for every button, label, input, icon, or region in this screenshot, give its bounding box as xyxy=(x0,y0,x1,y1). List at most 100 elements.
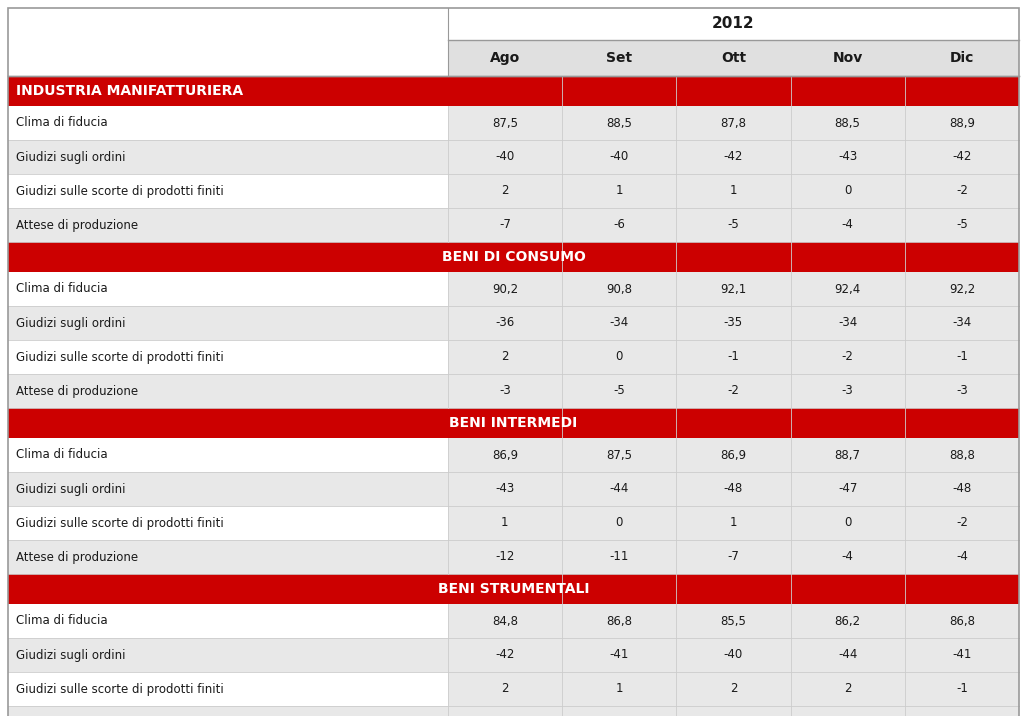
Bar xyxy=(8,506,448,540)
Text: 86,8: 86,8 xyxy=(949,614,975,627)
Text: -4: -4 xyxy=(956,551,967,563)
Bar xyxy=(448,672,1019,706)
Text: 2: 2 xyxy=(844,682,851,695)
Text: Clima di fiducia: Clima di fiducia xyxy=(16,448,108,462)
Bar xyxy=(448,340,1019,374)
Bar xyxy=(8,40,1019,76)
Text: -2: -2 xyxy=(727,384,739,397)
Text: 92,4: 92,4 xyxy=(835,283,861,296)
Text: -5: -5 xyxy=(956,218,967,231)
Text: -41: -41 xyxy=(952,649,972,662)
Text: Giudizi sugli ordini: Giudizi sugli ordini xyxy=(16,483,125,495)
Text: 88,7: 88,7 xyxy=(835,448,861,462)
Text: -2: -2 xyxy=(842,351,853,364)
Bar xyxy=(448,604,1019,638)
Text: 92,2: 92,2 xyxy=(949,283,975,296)
Text: Clima di fiducia: Clima di fiducia xyxy=(16,117,108,130)
Text: -11: -11 xyxy=(609,551,629,563)
Bar xyxy=(8,306,448,340)
Text: -47: -47 xyxy=(838,483,858,495)
Text: -43: -43 xyxy=(495,483,515,495)
Text: 1: 1 xyxy=(729,516,737,530)
Text: Dic: Dic xyxy=(950,51,974,65)
Bar xyxy=(8,76,1019,106)
Text: Clima di fiducia: Clima di fiducia xyxy=(16,614,108,627)
Bar xyxy=(791,40,905,76)
Text: 86,9: 86,9 xyxy=(720,448,747,462)
Text: -34: -34 xyxy=(952,316,972,329)
Text: -5: -5 xyxy=(613,384,625,397)
Text: -42: -42 xyxy=(952,150,972,163)
Text: -43: -43 xyxy=(838,150,858,163)
Text: 92,1: 92,1 xyxy=(720,283,747,296)
Text: Giudizi sulle scorte di prodotti finiti: Giudizi sulle scorte di prodotti finiti xyxy=(16,351,224,364)
Text: Attese di produzione: Attese di produzione xyxy=(16,218,138,231)
Text: -3: -3 xyxy=(956,384,967,397)
Text: 2: 2 xyxy=(501,351,508,364)
Text: 1: 1 xyxy=(615,682,623,695)
Text: -4: -4 xyxy=(842,218,853,231)
Bar xyxy=(676,40,791,76)
Text: 0: 0 xyxy=(844,185,851,198)
Bar xyxy=(562,40,676,76)
Text: 87,5: 87,5 xyxy=(492,117,518,130)
Bar xyxy=(905,40,1019,76)
Bar xyxy=(448,40,562,76)
Bar xyxy=(448,140,1019,174)
Bar xyxy=(448,306,1019,340)
Text: Ago: Ago xyxy=(490,51,520,65)
Text: 87,5: 87,5 xyxy=(606,448,633,462)
Text: 88,5: 88,5 xyxy=(606,117,632,130)
Text: BENI STRUMENTALI: BENI STRUMENTALI xyxy=(438,582,589,596)
Text: Attese di produzione: Attese di produzione xyxy=(16,551,138,563)
Text: 2012: 2012 xyxy=(712,16,755,32)
Bar xyxy=(448,540,1019,574)
Text: -40: -40 xyxy=(724,649,743,662)
Text: -7: -7 xyxy=(727,551,739,563)
Text: 2: 2 xyxy=(501,682,508,695)
Text: -34: -34 xyxy=(610,316,629,329)
Text: 85,5: 85,5 xyxy=(721,614,747,627)
Bar xyxy=(448,374,1019,408)
Bar xyxy=(8,706,448,716)
Text: -40: -40 xyxy=(610,150,629,163)
Text: 86,8: 86,8 xyxy=(606,614,633,627)
Text: -3: -3 xyxy=(499,384,510,397)
Text: -6: -6 xyxy=(613,218,625,231)
Text: 88,5: 88,5 xyxy=(835,117,861,130)
Text: Set: Set xyxy=(606,51,633,65)
Text: Ott: Ott xyxy=(721,51,746,65)
Text: 84,8: 84,8 xyxy=(492,614,518,627)
Bar xyxy=(448,472,1019,506)
Text: 88,8: 88,8 xyxy=(949,448,975,462)
Text: Giudizi sulle scorte di prodotti finiti: Giudizi sulle scorte di prodotti finiti xyxy=(16,682,224,695)
Text: 1: 1 xyxy=(729,185,737,198)
Text: Attese di produzione: Attese di produzione xyxy=(16,384,138,397)
Text: Giudizi sulle scorte di prodotti finiti: Giudizi sulle scorte di prodotti finiti xyxy=(16,185,224,198)
Bar xyxy=(448,174,1019,208)
Bar xyxy=(8,408,1019,438)
Text: Giudizi sugli ordini: Giudizi sugli ordini xyxy=(16,316,125,329)
Bar xyxy=(8,174,448,208)
Text: 1: 1 xyxy=(615,185,623,198)
Bar xyxy=(448,706,1019,716)
Text: -40: -40 xyxy=(495,150,515,163)
Bar xyxy=(8,672,448,706)
Bar xyxy=(8,272,448,306)
Text: 1: 1 xyxy=(501,516,508,530)
Text: 90,8: 90,8 xyxy=(606,283,633,296)
Text: -44: -44 xyxy=(838,649,858,662)
Text: -41: -41 xyxy=(609,649,629,662)
Text: Clima di fiducia: Clima di fiducia xyxy=(16,283,108,296)
Text: 90,2: 90,2 xyxy=(492,283,518,296)
Text: 0: 0 xyxy=(615,351,622,364)
Text: Giudizi sugli ordini: Giudizi sugli ordini xyxy=(16,150,125,163)
Bar xyxy=(448,438,1019,472)
Bar xyxy=(448,272,1019,306)
Bar xyxy=(8,472,448,506)
Text: -44: -44 xyxy=(609,483,629,495)
Bar xyxy=(8,340,448,374)
Text: -34: -34 xyxy=(838,316,858,329)
Text: -42: -42 xyxy=(495,649,515,662)
Bar xyxy=(8,540,448,574)
